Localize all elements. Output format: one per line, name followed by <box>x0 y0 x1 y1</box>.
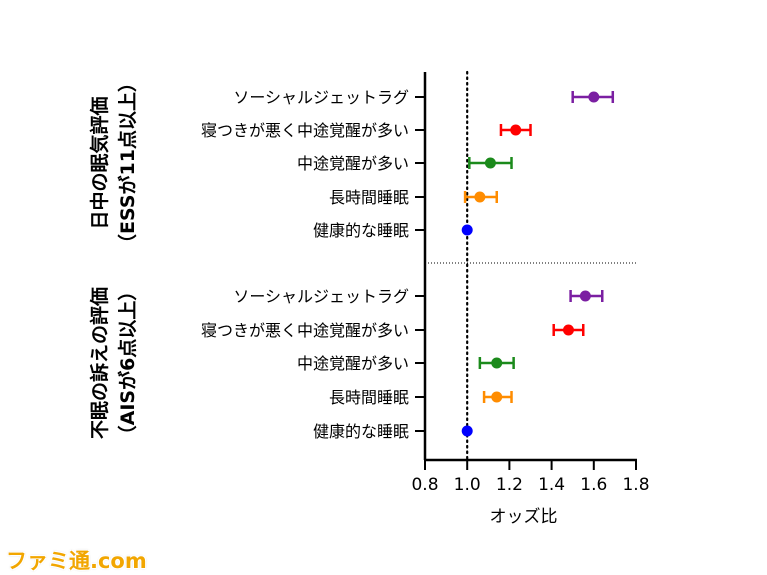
x-tick-label: 1.4 <box>538 475 565 495</box>
category-label: 健康的な睡眠 <box>313 221 409 240</box>
group-title: 不眠の訴えの評価 <box>88 287 111 439</box>
category-label: 中途覚醒が多い <box>297 154 409 173</box>
category-label: 寝つきが悪く中途覚醒が多い <box>201 321 409 340</box>
odds-ratio-point <box>588 91 600 103</box>
odds-ratio-point <box>562 324 574 336</box>
group-subtitle: （ESSが11点以上） <box>116 73 139 253</box>
category-label: 長時間睡眠 <box>329 188 409 207</box>
odds-ratio-point <box>461 224 473 236</box>
odds-ratio-point <box>579 290 591 302</box>
x-tick-label: 1.8 <box>622 475 649 495</box>
x-tick-label: 0.8 <box>411 475 438 495</box>
odds-ratio-point <box>491 357 503 369</box>
category-label: 寝つきが悪く中途覚醒が多い <box>201 121 409 140</box>
x-tick-label: 1.0 <box>454 475 481 495</box>
odds-ratio-point <box>484 157 496 169</box>
x-tick-label: 1.6 <box>580 475 607 495</box>
x-tick-label: 1.2 <box>496 475 523 495</box>
odds-ratio-point <box>474 191 486 203</box>
category-label: 健康的な睡眠 <box>313 422 409 441</box>
category-label: ソーシャルジェットラグ <box>233 88 409 107</box>
category-label: ソーシャルジェットラグ <box>233 287 409 306</box>
group-title: 日中の眠気評価 <box>88 96 111 229</box>
group-subtitle: （AISが6点以上） <box>116 282 139 445</box>
category-label: 長時間睡眠 <box>329 388 409 407</box>
odds-ratio-point <box>510 124 522 136</box>
x-axis-title: オッズ比 <box>490 507 558 527</box>
site-watermark: ファミ通.com <box>6 549 147 573</box>
odds-ratio-point <box>491 391 503 403</box>
category-label: 中途覚醒が多い <box>297 354 409 373</box>
odds-ratio-point <box>461 425 473 437</box>
